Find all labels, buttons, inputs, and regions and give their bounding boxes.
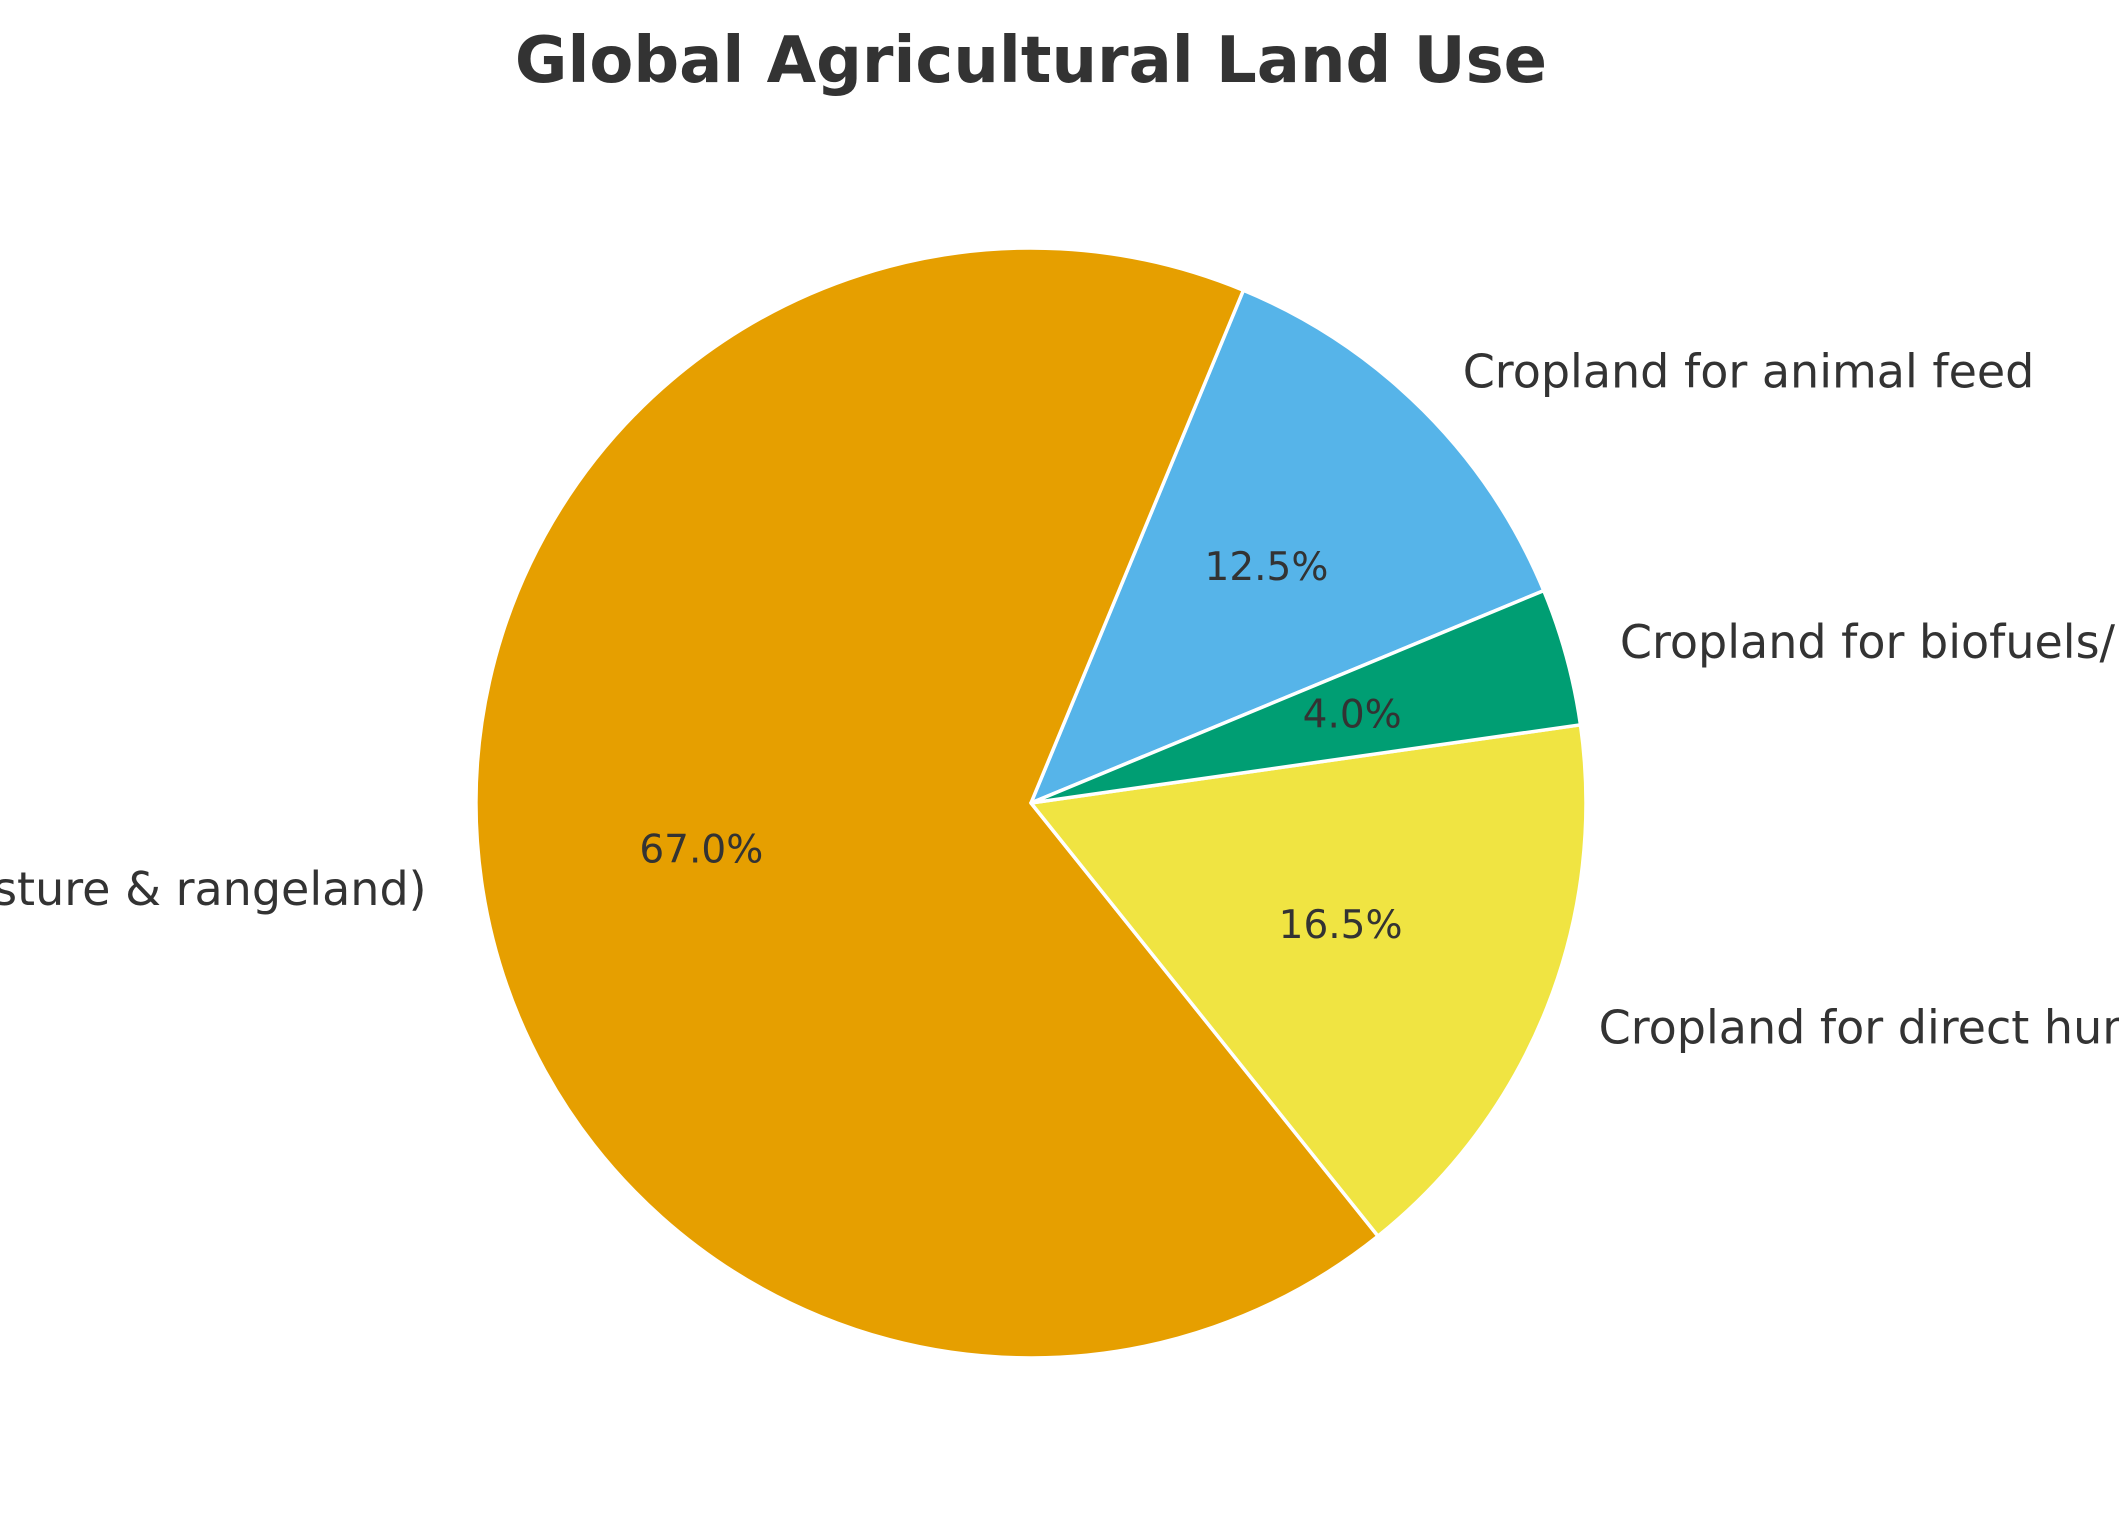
- pie-slice-label-0: Cropland for animal feed: [1463, 344, 2035, 398]
- pie-labels: 12.5% Cropland for animal feed 67.0% Grazin…: [0, 344, 2119, 1054]
- pie-slice-label-3: Cropland for biofuels/industrial use: [1620, 615, 2119, 669]
- pie-wedges: [474, 246, 1588, 1360]
- pie-slice-label-2: Cropland for direct human food: [1599, 1001, 2119, 1055]
- pie-slice-percent-0: 12.5%: [1205, 545, 1329, 590]
- pie-slice-percent-2: 16.5%: [1279, 903, 1403, 948]
- pie-slice-percent-1: 67.0%: [639, 827, 763, 872]
- pie-slice-1: [474, 246, 1380, 1360]
- pie-slice-percent-3: 4.0%: [1303, 693, 1402, 738]
- pie-slice-3: [1029, 588, 1583, 805]
- pie-slice-0: [1029, 288, 1546, 805]
- pie-slice-2: [1029, 723, 1588, 1238]
- chart-title: Global Agricultural Land Use: [515, 24, 1547, 98]
- pie-slice-label-1: Grazing (pasture & rangeland): [0, 862, 427, 916]
